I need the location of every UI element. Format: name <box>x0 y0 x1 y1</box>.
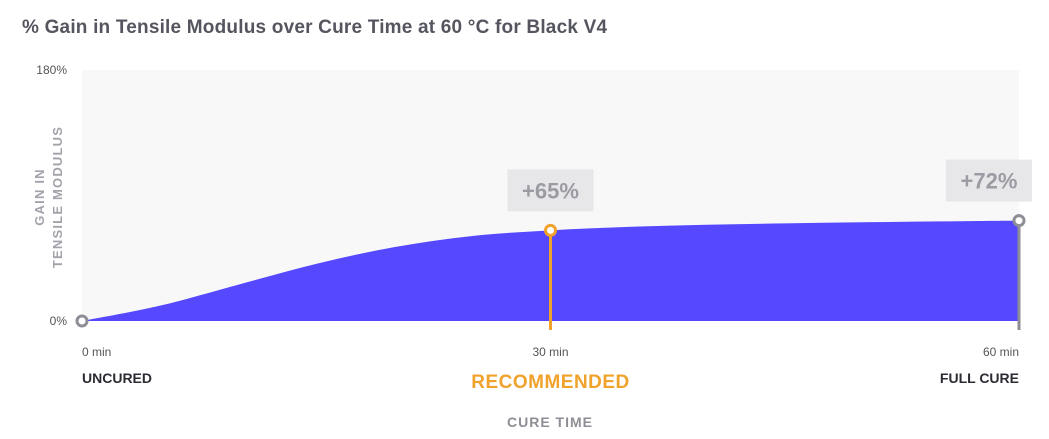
x-category-label: FULL CURE <box>940 370 1019 386</box>
origin-marker <box>75 314 89 328</box>
y-axis-label-line-1: GAIN IN <box>32 168 47 226</box>
x-axis-label: CURE TIME <box>507 414 593 430</box>
y-tick-label: 0% <box>50 314 68 328</box>
annotation-callout-box <box>507 169 594 212</box>
y-axis: GAIN IN TENSILE MODULUS 0% 180% <box>32 63 67 328</box>
x-tick-label: 0 min <box>82 345 111 359</box>
x-axis: 0 min UNCURED 30 min RECOMMENDED 60 min FULL … <box>82 345 1019 430</box>
annotation-callout-label: +65% <box>522 178 579 203</box>
annotation-callout-box <box>946 159 1032 202</box>
y-tick-label: 180% <box>36 63 67 77</box>
annotation-layer: +65% +72% <box>75 159 1032 330</box>
annotation-marker <box>1012 214 1026 228</box>
y-axis-label-line-2: TENSILE MODULUS <box>50 126 65 268</box>
annotation-callout-label: +72% <box>961 169 1018 194</box>
x-tick-label: 30 min <box>532 345 568 359</box>
x-category-label: UNCURED <box>82 370 152 386</box>
annotation-marker <box>544 223 557 237</box>
x-category-label-highlight: RECOMMENDED <box>471 372 630 393</box>
chart-title: % Gain in Tensile Modulus over Cure Time… <box>22 17 608 38</box>
x-tick-label: 60 min <box>983 345 1019 359</box>
